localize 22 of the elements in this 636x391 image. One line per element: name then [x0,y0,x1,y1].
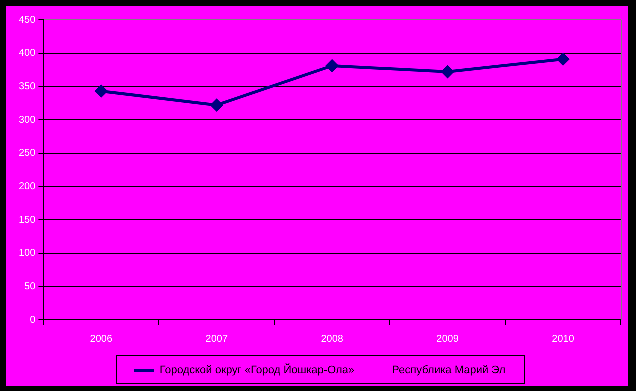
y-tick-label: 300 [18,114,36,126]
point [441,66,454,78]
y-tick-label: 200 [18,181,36,192]
point [556,52,570,66]
y-tick-label: 250 [18,148,36,160]
x-tick-label: 2007 [206,334,228,345]
x-tick-label: 2010 [552,334,575,345]
point [326,60,339,72]
y-tick-label: 400 [18,48,36,60]
point [94,84,108,98]
x-tick-label: 2008 [321,334,344,345]
y-tick-label: 150 [18,214,36,226]
legend-label: Городской округ «Город Йошкар-Ола» [160,364,355,377]
x-tick-label: 2006 [90,334,113,345]
y-tick-label: 50 [24,281,36,292]
y-tick-label: 100 [18,248,36,260]
x-tick-label: 2009 [436,334,460,345]
point [210,98,224,112]
y-tick-label: 350 [18,81,36,92]
y-tick-label: 0 [30,314,36,326]
text: Республика Марий Эл [392,364,506,377]
y-tick-label: 450 [18,14,36,26]
